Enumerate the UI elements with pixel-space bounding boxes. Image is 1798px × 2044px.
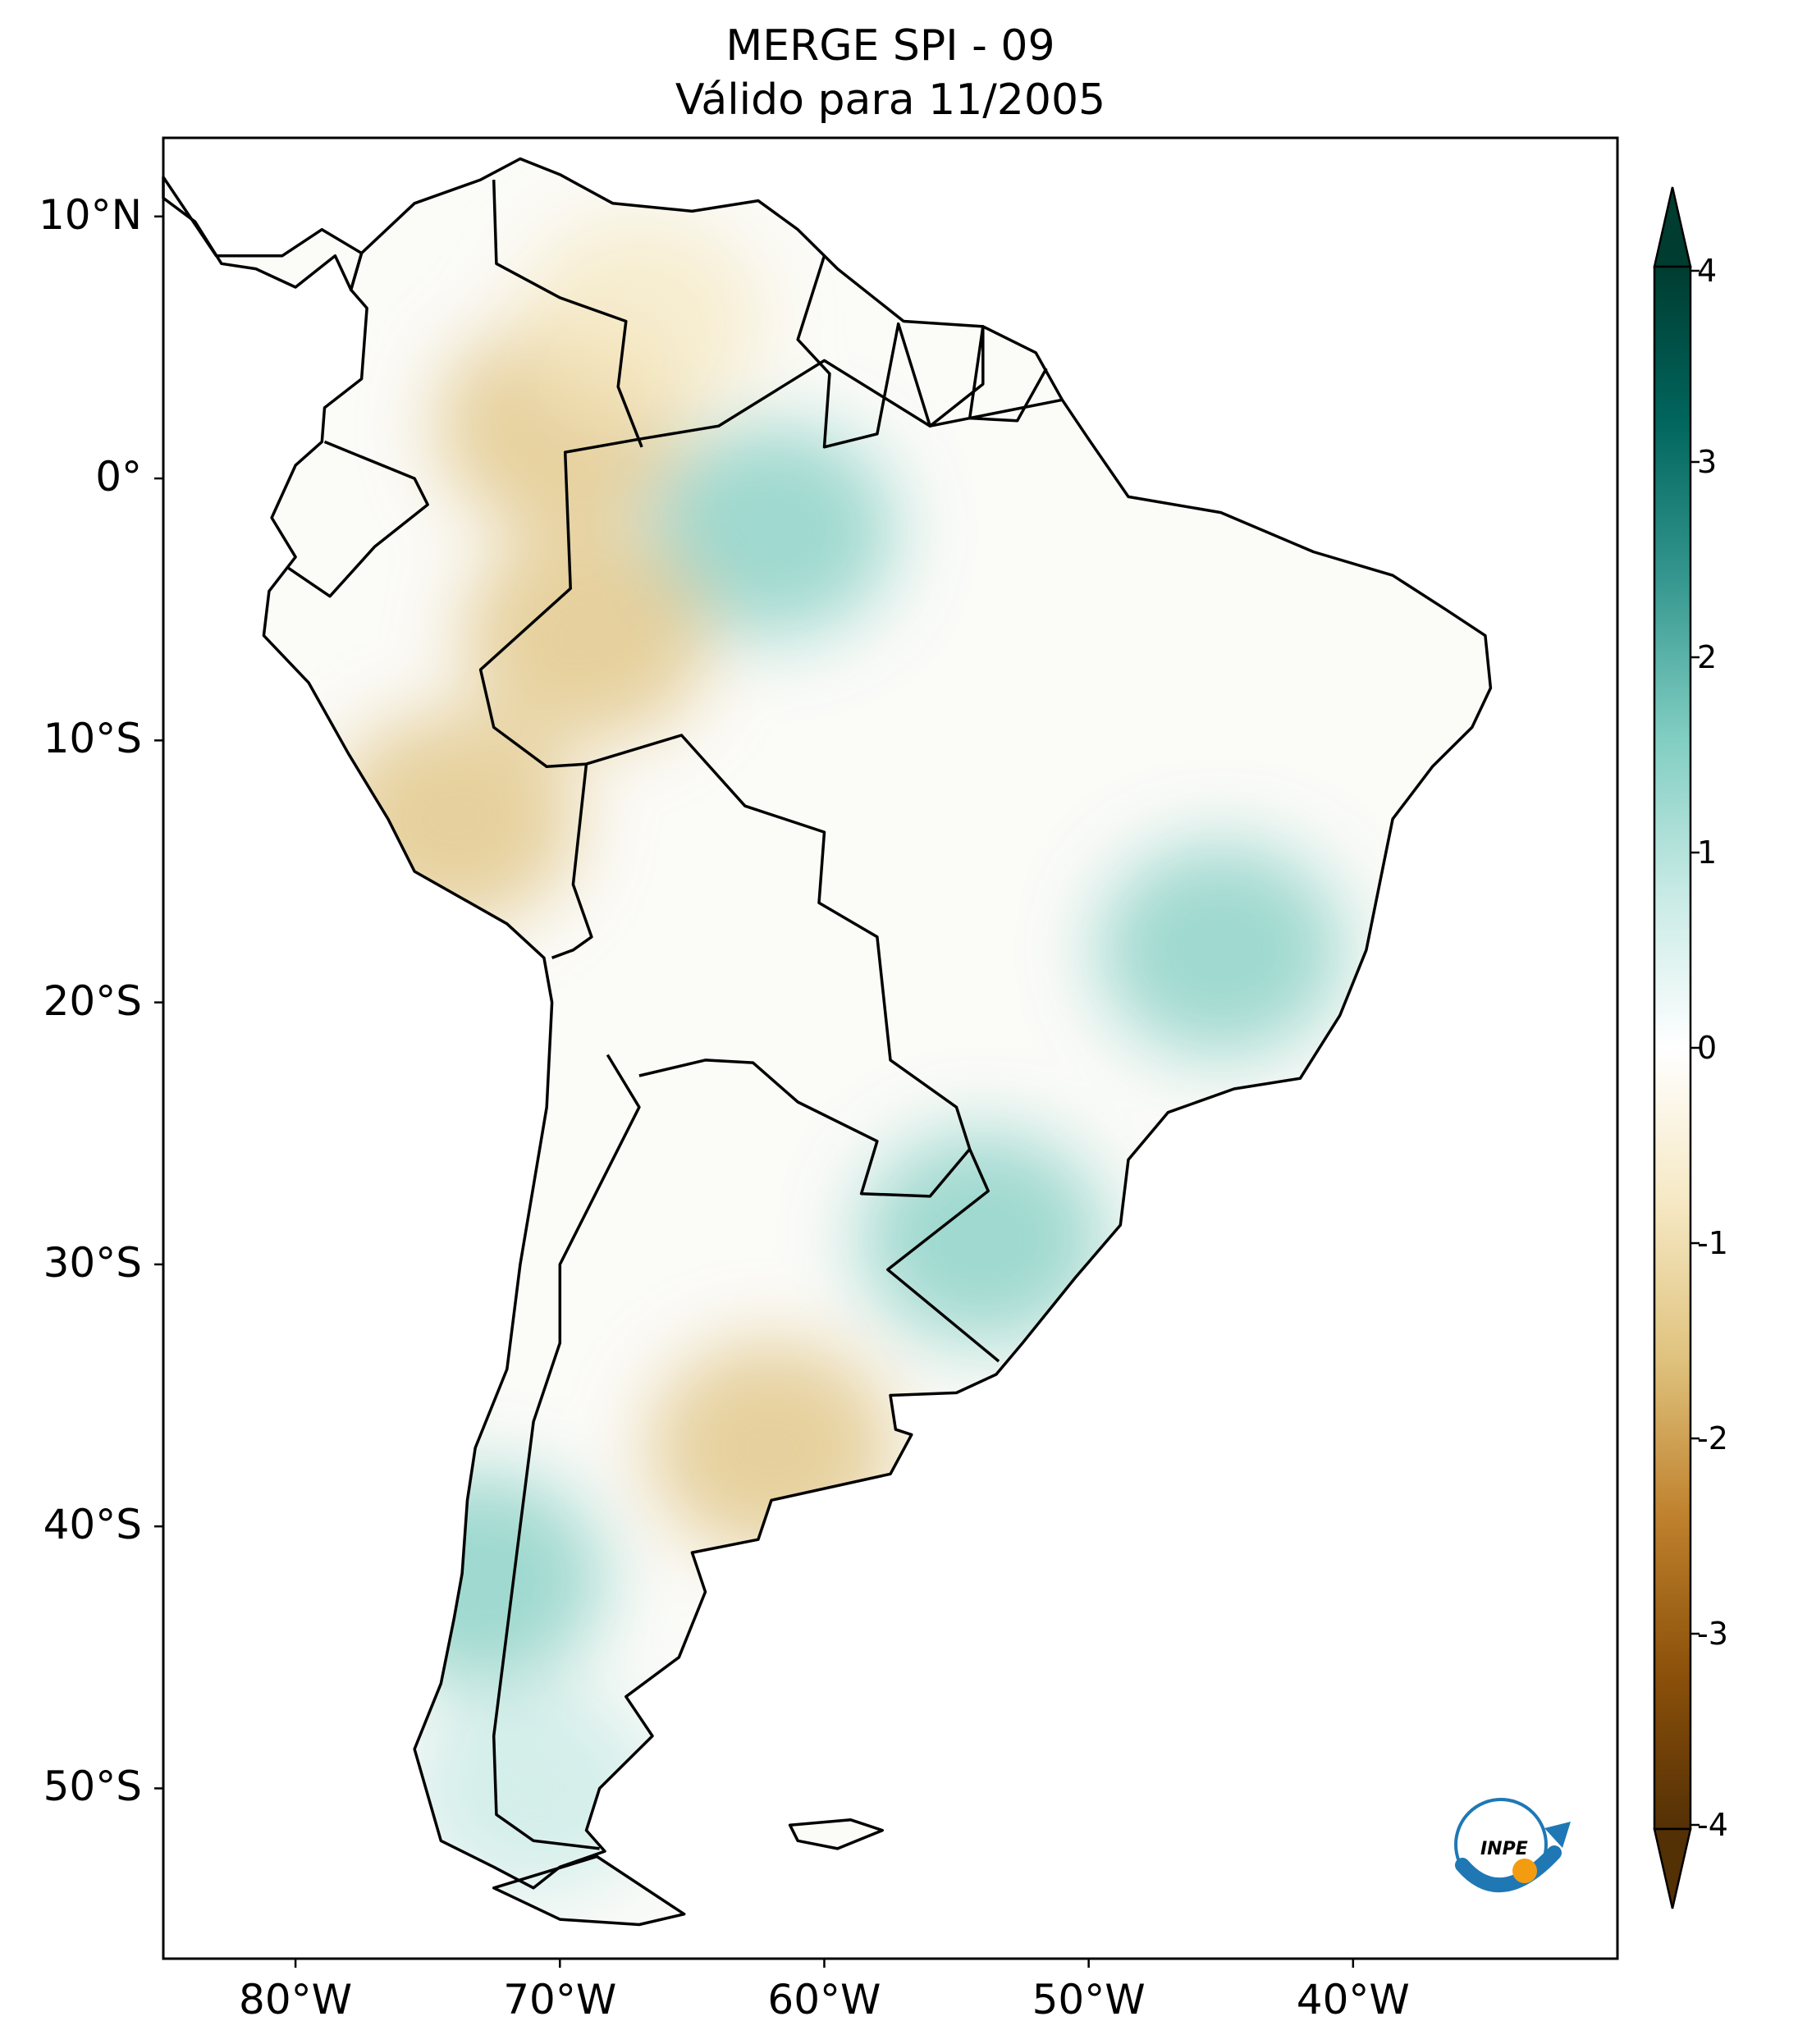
lat-tick-label: 10°S: [43, 715, 142, 763]
colorbar-bottom-arrow: [1653, 1827, 1692, 1909]
colorbar-tick-label: 4: [1697, 253, 1718, 289]
colorbar-tick-label: 3: [1697, 444, 1718, 480]
anomaly-rio-grande-do-sul: [859, 1131, 1106, 1345]
colorbar-tick-label: -4: [1697, 1807, 1728, 1843]
colorbar-body: [1653, 265, 1692, 1831]
colorbar-tick-label: -2: [1697, 1420, 1728, 1456]
border-argentina-bolivia-paraguay: [638, 1059, 972, 1198]
lon-tick-label: 40°W: [1296, 1976, 1410, 2023]
colorbar-tick-label: 0: [1697, 1030, 1718, 1066]
colorbar: [1653, 186, 1700, 1909]
coastline-falklands: [788, 1818, 885, 1850]
lon-tick-label: 60°W: [767, 1976, 881, 2023]
falkland-islands: [789, 1819, 883, 1849]
country-boundaries: [162, 157, 1493, 1927]
border-brazil-west: [478, 359, 1063, 1363]
coastline-central-america: [162, 176, 364, 291]
coastline-south-america: [262, 157, 1493, 1890]
logo-text: INPE: [1480, 1839, 1528, 1859]
colorbar-tick-label: -3: [1697, 1616, 1728, 1652]
lon-tick-label: 50°W: [1032, 1976, 1146, 2023]
lat-tick-label: 10°N: [38, 190, 142, 239]
anomaly-western-amazon: [463, 528, 710, 743]
anomaly-venezuela-west: [515, 214, 762, 428]
lon-tick-label: 80°W: [239, 1976, 353, 2023]
border-colombia-venezuela: [492, 180, 643, 448]
border-ecuador-peru-colombia: [286, 440, 429, 598]
colorbar-top-arrow: [1653, 186, 1692, 268]
anomaly-amazonas-north: [648, 423, 895, 638]
map-title: MERGE SPI - 09: [725, 21, 1055, 71]
lat-tick-label: 20°S: [43, 976, 142, 1025]
colorbar-tick-label: 2: [1697, 639, 1718, 675]
inpe-logo: INPE: [1439, 1787, 1587, 1902]
colorbar-tick-label: -1: [1697, 1225, 1728, 1261]
lon-tick-label: 70°W: [503, 1976, 617, 2023]
lat-tick-label: 50°S: [43, 1763, 142, 1811]
coastline-tierra-del-fuego: [492, 1854, 686, 1927]
lat-tick-label: 0°: [95, 453, 142, 501]
central-america-land: [163, 176, 362, 290]
border-chile-argentina: [492, 1054, 641, 1850]
colorbar-tick-label: 1: [1697, 835, 1718, 871]
lat-tick-label: 40°S: [43, 1501, 142, 1549]
logo-dot: [1512, 1859, 1537, 1883]
map-subtitle: Válido para 11/2005: [675, 75, 1106, 125]
border-guianas: [796, 255, 1048, 449]
lat-tick-label: 30°S: [43, 1238, 142, 1287]
anomaly-minas-gerais: [1097, 843, 1344, 1057]
axis-ticks: [154, 215, 1355, 1968]
border-peru-bolivia-chile: [551, 763, 593, 959]
